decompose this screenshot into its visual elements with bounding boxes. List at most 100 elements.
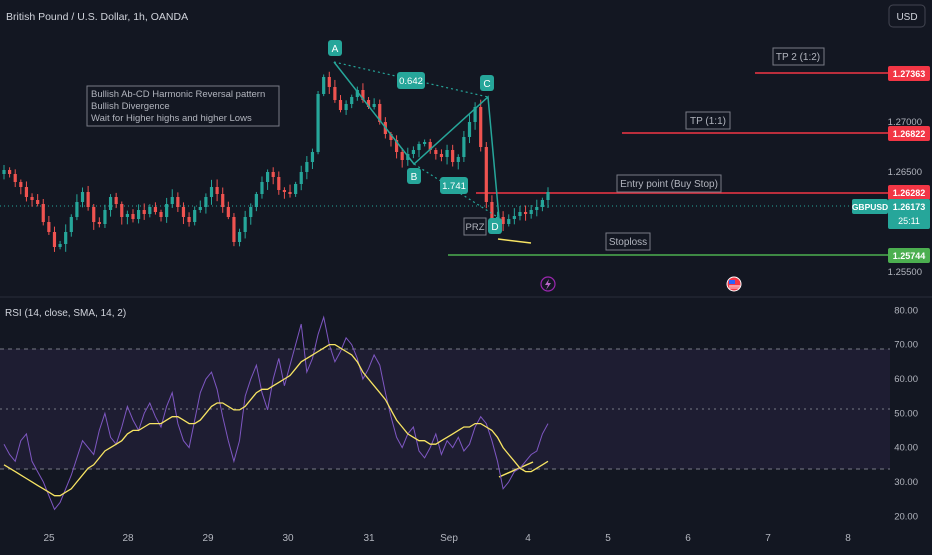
prz-box[interactable]: PRZ — [463, 217, 487, 236]
candle[interactable] — [148, 204, 152, 218]
entry-label[interactable]: Entry point (Buy Stop) — [616, 174, 722, 193]
candle[interactable] — [355, 86, 359, 101]
candle[interactable] — [411, 146, 416, 159]
candle[interactable] — [350, 94, 354, 109]
point-d-label[interactable]: D — [488, 218, 502, 234]
candle[interactable] — [277, 171, 281, 195]
stoploss-price-tag[interactable]: 1.25744 — [888, 248, 930, 263]
tp1-price-tag[interactable]: 1.26822 — [888, 126, 930, 141]
candle[interactable] — [170, 189, 174, 208]
candle[interactable] — [288, 184, 292, 198]
candle[interactable] — [394, 135, 399, 159]
candle[interactable] — [451, 144, 455, 167]
us-flag-icon[interactable] — [726, 276, 742, 292]
tp2-price-tag[interactable]: 1.27363 — [888, 66, 930, 81]
candle[interactable] — [24, 181, 29, 202]
point-b-label[interactable]: B — [407, 168, 421, 184]
candle[interactable] — [299, 165, 303, 191]
candle[interactable] — [131, 209, 135, 223]
candle[interactable] — [344, 100, 348, 115]
tp1-label[interactable]: TP (1:1) — [685, 111, 731, 130]
candle[interactable] — [13, 169, 17, 188]
candle[interactable] — [243, 210, 247, 239]
candle[interactable] — [417, 141, 421, 158]
rsi-ma-line[interactable] — [3, 343, 549, 497]
candle[interactable] — [456, 154, 460, 170]
rsi-divergence-line[interactable] — [498, 461, 534, 478]
candle[interactable] — [249, 203, 253, 225]
candle[interactable] — [30, 193, 34, 207]
candle[interactable] — [546, 187, 550, 208]
candle[interactable] — [529, 204, 533, 219]
candle[interactable] — [445, 144, 449, 165]
candle[interactable] — [507, 214, 511, 227]
lightning-icon[interactable] — [540, 276, 556, 292]
annotation-box[interactable]: Bullish Ab-CD Harmonic Reversal pattern … — [86, 85, 280, 127]
candle[interactable] — [19, 179, 23, 195]
candle[interactable] — [204, 193, 208, 214]
candle[interactable] — [47, 215, 51, 235]
candle[interactable] — [473, 102, 477, 130]
candle[interactable] — [8, 167, 12, 178]
candle[interactable] — [75, 194, 79, 221]
candle[interactable] — [518, 206, 522, 221]
candle[interactable] — [221, 187, 225, 213]
stoploss-label[interactable]: Stoploss — [605, 232, 651, 251]
candle[interactable] — [226, 201, 230, 220]
candle[interactable] — [434, 147, 438, 160]
ratio-cd-label[interactable]: 1.741 — [440, 177, 468, 194]
candle[interactable] — [535, 199, 539, 217]
candle[interactable] — [439, 149, 444, 162]
candle[interactable] — [327, 71, 331, 94]
candle[interactable] — [265, 169, 270, 190]
candle[interactable] — [97, 217, 101, 228]
candle[interactable] — [484, 142, 488, 209]
candle[interactable] — [80, 187, 85, 208]
candle[interactable] — [400, 147, 404, 168]
candle[interactable] — [322, 74, 326, 97]
candle[interactable] — [271, 167, 275, 185]
candle[interactable] — [372, 98, 376, 110]
candle[interactable] — [176, 192, 180, 212]
candle[interactable] — [120, 201, 124, 225]
price-divergence-line[interactable] — [497, 238, 532, 244]
candle[interactable] — [333, 79, 337, 103]
candle[interactable] — [92, 203, 96, 230]
candle[interactable] — [86, 185, 90, 211]
rsi-line[interactable] — [3, 315, 549, 511]
candle[interactable] — [142, 203, 146, 220]
candle[interactable] — [58, 240, 62, 250]
candle[interactable] — [187, 212, 191, 227]
candle[interactable] — [64, 224, 68, 252]
current-symbol-tag[interactable]: GBPUSD — [852, 199, 888, 214]
abcd-legs[interactable] — [333, 61, 500, 219]
candle[interactable] — [41, 199, 45, 226]
rsi-series[interactable] — [3, 315, 549, 511]
entry-price-tag[interactable]: 1.26282 — [888, 185, 930, 200]
candle[interactable] — [237, 228, 242, 247]
candle[interactable] — [165, 197, 169, 223]
candle[interactable] — [52, 226, 57, 252]
candle[interactable] — [181, 202, 186, 225]
candle[interactable] — [428, 138, 432, 154]
candle[interactable] — [316, 90, 320, 155]
point-a-label[interactable]: A — [328, 40, 342, 56]
candle[interactable] — [462, 131, 466, 162]
candle[interactable] — [209, 179, 214, 205]
candle[interactable] — [282, 187, 287, 199]
candle[interactable] — [153, 202, 158, 215]
candle[interactable] — [232, 213, 236, 247]
candle[interactable] — [501, 211, 505, 231]
time-axis[interactable]: 25 28 29 30 31 Sep 4 5 6 7 8 — [43, 533, 851, 544]
candle[interactable] — [159, 209, 163, 222]
candle[interactable] — [193, 206, 197, 226]
current-price-tag[interactable]: 1.26173 25:11 — [888, 199, 930, 229]
candle[interactable] — [512, 208, 516, 225]
candle[interactable] — [103, 204, 107, 228]
tp2-label[interactable]: TP 2 (1:2) — [772, 47, 825, 66]
candle[interactable] — [198, 200, 202, 213]
candle[interactable] — [2, 165, 6, 180]
candle[interactable] — [260, 176, 264, 199]
rsi-axis[interactable]: 80.00 70.00 60.00 50.00 40.00 30.00 20.00 — [894, 305, 918, 522]
